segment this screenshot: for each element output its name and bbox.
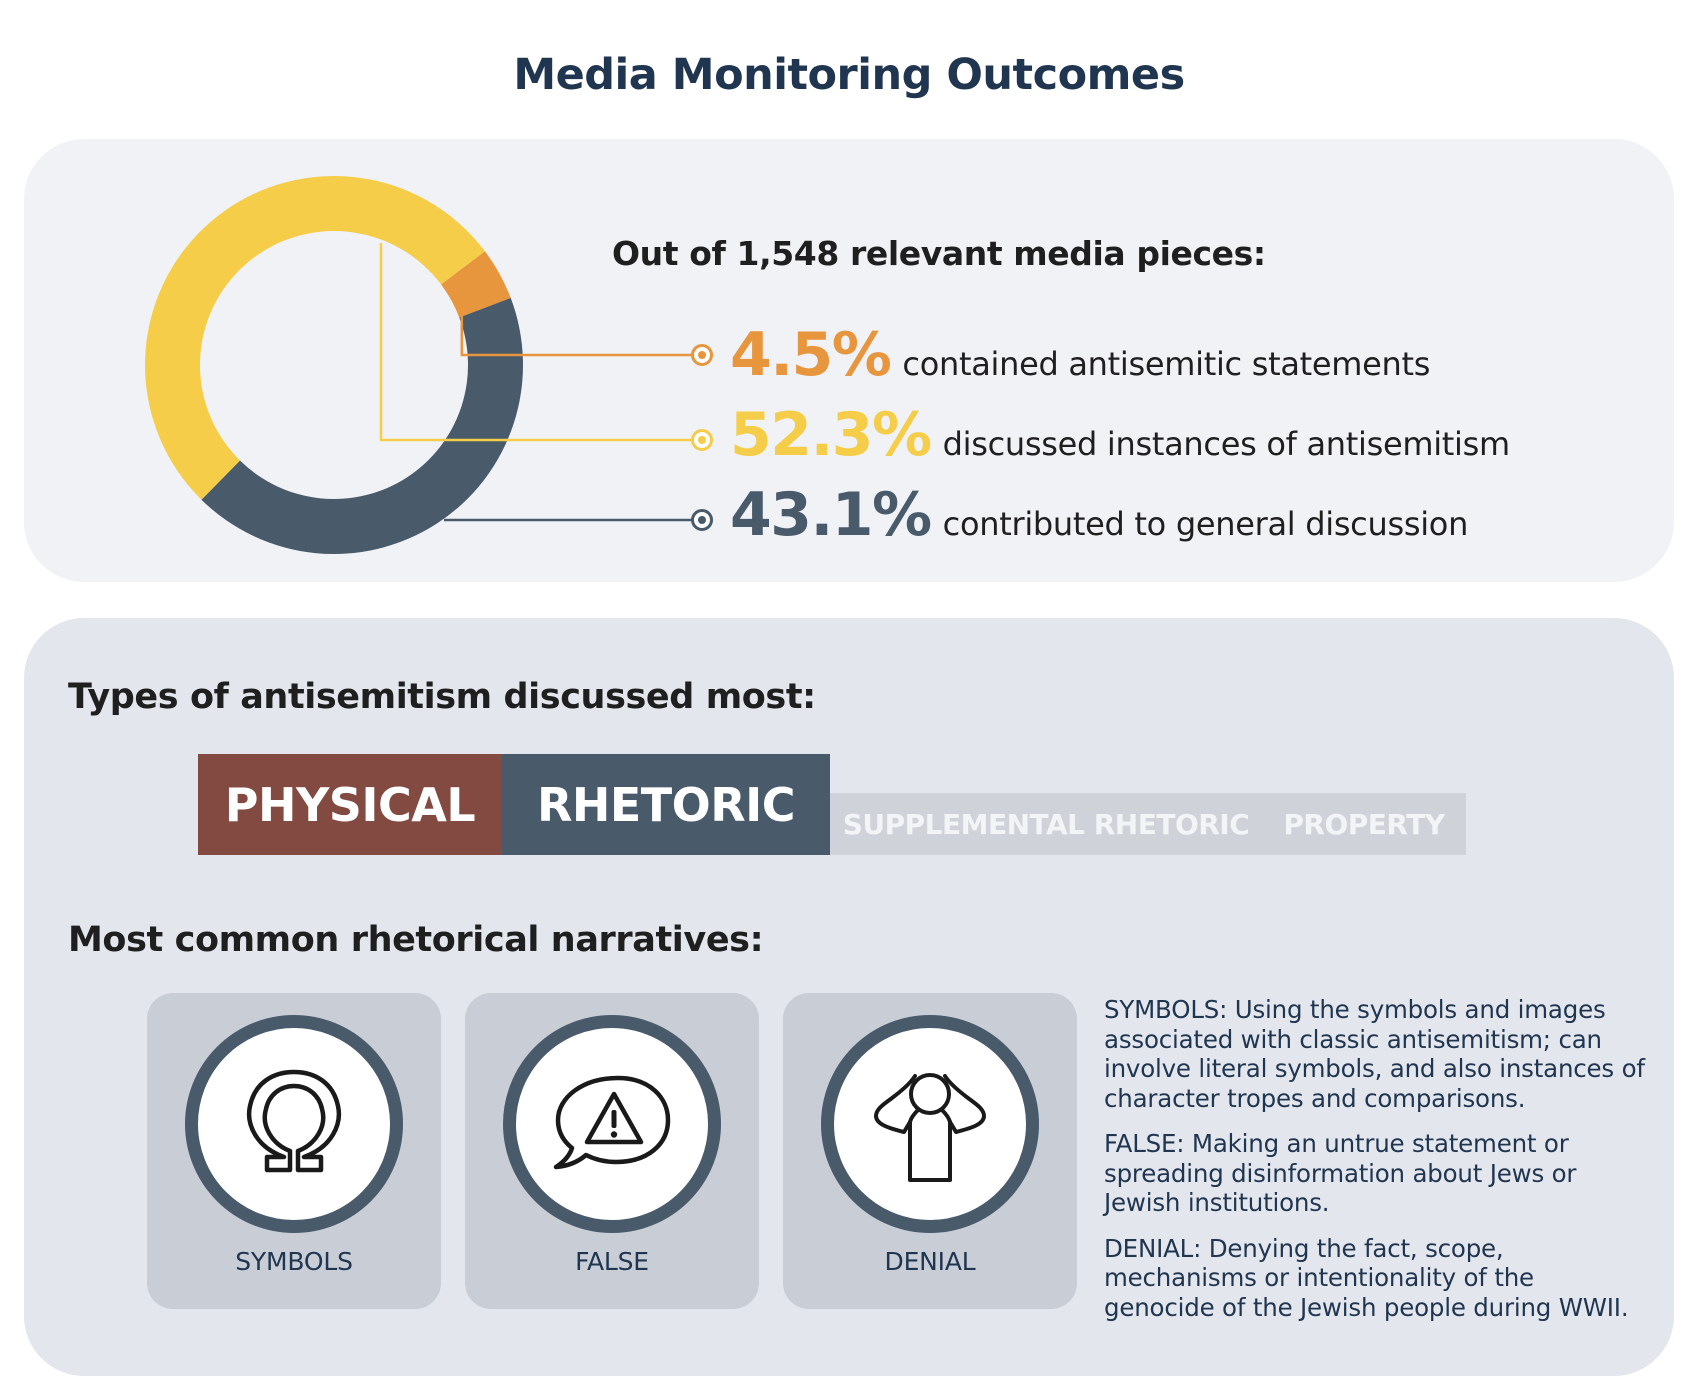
icon-circle (185, 1015, 403, 1233)
donut-slice (441, 251, 511, 318)
definition-false: FALSE: Making an untrue statement or spr… (1104, 1129, 1577, 1217)
stat-row-discussed-instances: 52.3% discussed instances of antisemitis… (730, 400, 1510, 470)
narrative-definitions: SYMBOLS: Using the symbols and images as… (1104, 995, 1649, 1338)
page-title: Media Monitoring Outcomes (513, 50, 1185, 100)
narrative-card-denial: DENIAL (783, 993, 1077, 1309)
person-covering-ears-icon (874, 1073, 986, 1182)
stat-row-antisemitic-statements: 4.5% contained antisemitic statements (730, 320, 1430, 390)
omega-icon (246, 1069, 342, 1173)
leader-dot (698, 516, 706, 524)
leader-dot (698, 351, 706, 359)
donut-slice (201, 297, 524, 555)
stat-description: contained antisemitic statements (902, 345, 1431, 383)
definition-denial: DENIAL: Denying the fact, scope, mechani… (1104, 1233, 1629, 1322)
summary-subtitle: Out of 1,548 relevant media pieces: (612, 234, 1266, 273)
type-block-physical: PHYSICAL (198, 754, 502, 855)
type-block-supplemental-rhetoric: SUPPLEMENTAL RHETORIC (830, 793, 1262, 855)
donut-chart (145, 176, 713, 555)
icon-circle (503, 1015, 721, 1233)
stat-value: 43.1% (730, 480, 932, 550)
narrative-card-symbols: SYMBOLS (147, 993, 441, 1309)
narrative-label: FALSE (575, 1247, 649, 1276)
warning-speech-bubble-icon (553, 1075, 671, 1170)
leader-line (379, 243, 702, 442)
narrative-label: SYMBOLS (235, 1247, 353, 1276)
stat-description: discussed instances of antisemitism (942, 425, 1511, 463)
stat-value: 52.3% (730, 400, 932, 470)
stat-value: 4.5% (730, 320, 892, 390)
type-block-rhetoric: RHETORIC (502, 754, 830, 855)
donut-slice (145, 176, 485, 500)
narrative-card-false: FALSE (465, 993, 759, 1309)
narrative-label: DENIAL (884, 1247, 976, 1276)
leader-line (460, 294, 702, 357)
narratives-heading: Most common rhetorical narratives: (68, 920, 764, 960)
stat-description: contributed to general discussion (942, 505, 1469, 543)
leader-dot (698, 436, 706, 444)
type-block-property: PROPERTY (1262, 793, 1466, 855)
stat-row-general-discussion: 43.1% contributed to general discussion (730, 480, 1468, 550)
definition-symbols: SYMBOLS: Using the symbols and images as… (1104, 995, 1645, 1113)
types-heading: Types of antisemitism discussed most: (68, 677, 816, 717)
icon-circle (821, 1015, 1039, 1233)
